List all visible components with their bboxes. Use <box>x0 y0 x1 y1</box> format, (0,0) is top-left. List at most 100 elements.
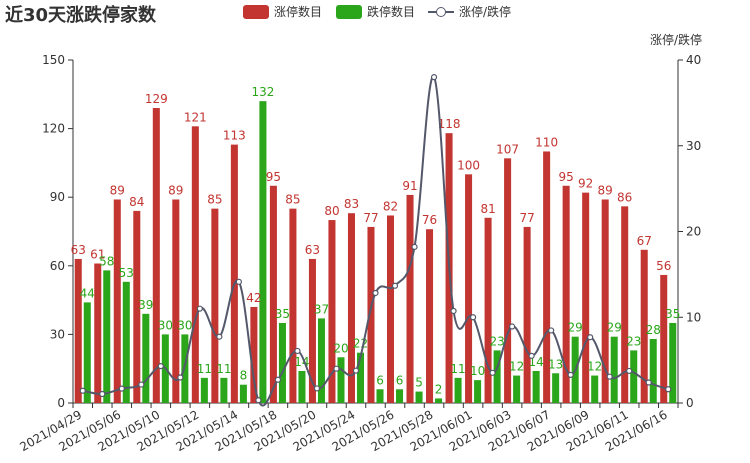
point-ratio <box>509 323 516 330</box>
bar-limit-down <box>239 384 247 403</box>
data-label-limit-down: 23 <box>626 334 641 348</box>
bar-limit-up <box>582 192 590 403</box>
point-ratio <box>274 376 282 383</box>
bar-limit-up <box>94 263 102 403</box>
legend-item-ratio[interactable]: 涨停/跌停 <box>428 3 511 20</box>
bar-limit-down <box>493 350 501 403</box>
legend-label-ratio: 涨停/跌停 <box>459 5 512 19</box>
legend-item-limit-down[interactable]: 跌停数目 <box>336 3 415 20</box>
bar-limit-up <box>211 208 219 403</box>
point-ratio <box>177 374 184 381</box>
data-label-limit-down: 29 <box>607 321 622 335</box>
data-label-limit-down: 12 <box>587 360 602 374</box>
point-ratio <box>118 385 125 392</box>
data-label-limit-down: 37 <box>314 302 329 316</box>
data-label-limit-up: 89 <box>168 183 183 197</box>
data-label-limit-up: 82 <box>383 199 398 213</box>
data-label-limit-down: 8 <box>240 369 248 383</box>
point-ratio <box>196 305 203 312</box>
y-left-tick-label: 0 <box>57 396 65 410</box>
bar-limit-down <box>220 377 228 403</box>
bar-limit-down <box>454 377 462 403</box>
data-label-limit-down: 132 <box>251 85 274 99</box>
point-ratio <box>548 327 555 334</box>
y-left-tick-label: 120 <box>42 122 65 136</box>
point-ratio <box>138 381 145 388</box>
data-label-limit-down: 58 <box>99 254 114 268</box>
data-label-limit-up: 80 <box>324 204 339 218</box>
point-ratio <box>469 314 477 321</box>
data-label-limit-down: 11 <box>197 362 212 376</box>
bar-limit-up <box>230 144 238 403</box>
data-label-limit-up: 61 <box>90 248 105 262</box>
data-label-limit-up: 89 <box>598 183 613 197</box>
data-label-limit-down: 11 <box>450 362 465 376</box>
bar-limit-down <box>259 101 267 403</box>
data-label-limit-up: 76 <box>422 213 437 227</box>
bar-limit-down <box>142 313 150 403</box>
point-ratio <box>235 278 242 285</box>
data-label-limit-up: 83 <box>344 197 359 211</box>
data-label-limit-up: 95 <box>559 170 574 184</box>
bar-limit-down <box>83 302 91 403</box>
data-label-limit-down: 44 <box>80 286 95 300</box>
bar-limit-up <box>465 174 473 403</box>
bar-limit-down <box>415 391 423 403</box>
y-left-tick-label: 60 <box>50 259 65 273</box>
data-label-limit-down: 29 <box>568 321 583 335</box>
data-label-limit-down: 12 <box>509 360 524 374</box>
bar-limit-up <box>601 199 609 403</box>
bar-limit-up <box>386 215 395 403</box>
y-left-tick-label: 150 <box>42 53 65 67</box>
data-label-limit-down: 5 <box>415 376 423 390</box>
bar-limit-down <box>317 318 325 403</box>
y-right-tick-label: 30 <box>686 139 701 153</box>
point-ratio <box>645 379 652 386</box>
bar-limit-up <box>504 158 512 403</box>
data-label-limit-down: 2 <box>435 382 443 396</box>
legend-item-limit-up[interactable]: 涨停数目 <box>243 3 322 20</box>
legend-swatch-ratio <box>428 5 454 19</box>
data-label-limit-up: 42 <box>246 291 261 305</box>
data-label-limit-up: 92 <box>578 177 593 191</box>
data-label-limit-down: 6 <box>376 373 384 387</box>
data-label-limit-down: 30 <box>177 318 192 332</box>
data-label-limit-down: 53 <box>119 266 134 280</box>
data-label-limit-up: 95 <box>266 170 281 184</box>
point-ratio <box>411 243 418 251</box>
data-label-limit-down: 20 <box>333 341 348 355</box>
data-label-limit-down: 35 <box>665 307 680 321</box>
data-label-limit-down: 23 <box>489 334 504 348</box>
bar-limit-up <box>308 258 316 403</box>
y-right-tick-label: 20 <box>686 225 701 239</box>
bar-limit-up <box>426 229 434 403</box>
bar-limit-down <box>103 270 111 403</box>
legend: 涨停数目 跌停数目 涨停/跌停 <box>0 3 750 21</box>
bar-limit-up <box>640 249 648 403</box>
data-label-limit-down: 30 <box>158 318 173 332</box>
data-label-limit-up: 56 <box>656 259 671 273</box>
series-line-ratio <box>82 76 669 407</box>
data-label-limit-down: 35 <box>275 307 290 321</box>
point-ratio <box>587 334 594 341</box>
data-label-limit-up: 118 <box>438 117 461 131</box>
point-ratio <box>391 282 399 289</box>
legend-label-limit-up: 涨停数目 <box>274 5 323 19</box>
bar-limit-up <box>484 217 492 403</box>
point-ratio <box>430 74 438 81</box>
point-ratio <box>99 390 106 398</box>
chart-title: 近30天涨跌停家数 <box>5 5 157 26</box>
bar-limit-up <box>289 208 297 403</box>
point-ratio <box>352 367 360 374</box>
point-ratio <box>255 397 262 404</box>
data-label-limit-down: 22 <box>353 337 368 351</box>
bar-limit-up <box>523 226 531 403</box>
data-label-limit-down: 6 <box>396 373 404 387</box>
data-label-limit-up: 107 <box>496 142 519 156</box>
data-label-limit-up: 129 <box>145 92 168 106</box>
bar-limit-down <box>532 370 540 403</box>
point-ratio <box>79 387 86 394</box>
bar-limit-up <box>133 210 141 403</box>
